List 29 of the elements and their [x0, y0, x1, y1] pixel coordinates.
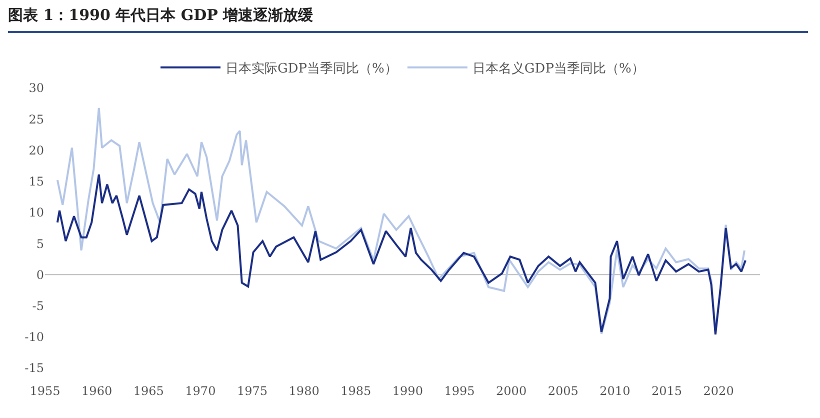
y-tick-label: 10	[28, 206, 44, 220]
y-tick-label: 25	[28, 112, 44, 126]
x-tick-label: 2005	[548, 384, 578, 398]
x-tick-label: 1980	[288, 384, 320, 398]
chart-title: 图表 1：1990 年代日本 GDP 增速逐渐放缓	[8, 6, 808, 33]
x-tick-label: 1975	[236, 384, 268, 398]
y-tick-label: 20	[28, 143, 44, 158]
x-tick-label: 1990	[392, 384, 423, 398]
x-tick-label: 1955	[30, 384, 60, 398]
x-tick-label: 1995	[444, 384, 475, 398]
legend-label: 日本名义GDP当季同比（%）	[472, 61, 644, 76]
y-tick-label: -5	[32, 298, 44, 313]
y-tick-label: 30	[28, 81, 44, 96]
x-tick-label: 1985	[340, 384, 372, 398]
y-tick-label: 5	[36, 236, 44, 251]
x-tick-label: 1965	[133, 384, 164, 398]
legend-label: 日本实际GDP当季同比（%）	[226, 61, 398, 76]
x-tick-label: 2000	[496, 384, 527, 398]
x-tick-label: 1960	[82, 384, 112, 398]
x-tick-label: 2010	[600, 384, 630, 398]
x-tick-label: 2015	[651, 384, 682, 398]
y-tick-label: 0	[36, 268, 44, 282]
y-tick-label: -10	[24, 330, 44, 344]
line-series	[56, 106, 746, 335]
x-tick-label: 1970	[185, 384, 216, 398]
y-tick-label: -15	[24, 361, 44, 376]
y-tick-label: 15	[28, 174, 44, 189]
line-series	[56, 173, 746, 336]
x-tick-label: 2020	[703, 384, 734, 398]
